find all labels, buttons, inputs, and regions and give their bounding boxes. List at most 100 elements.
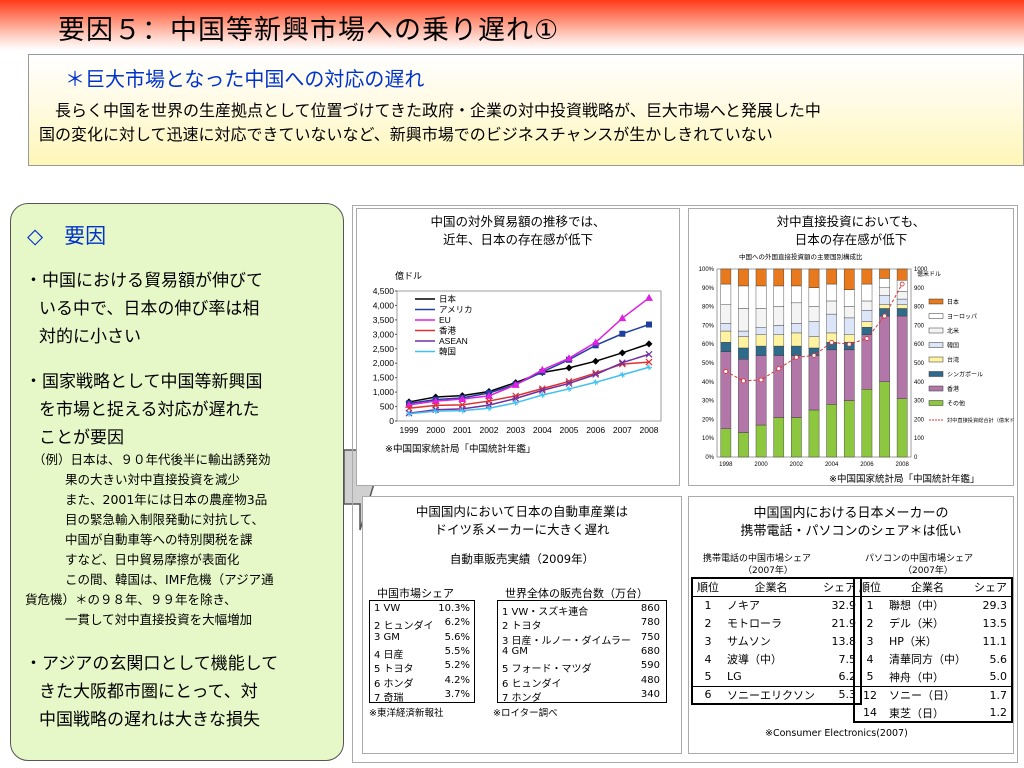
y-tick-label-left: 80% <box>702 305 715 311</box>
stack-bar-2 <box>720 342 732 352</box>
share-table: 順位 企業名 シェア 1 聯想（中） 29.3 2 デル（米） 13.5 3 HP（米） 11.1 4 清… <box>853 577 1013 723</box>
data-point <box>618 349 626 357</box>
table-row: 5 神舟（中） 5.0 <box>854 668 1012 686</box>
table-cell-value: 590 <box>640 660 660 672</box>
table-cell: 清華同方（中） <box>889 653 966 666</box>
stack-bar-1 <box>826 349 837 405</box>
stack-bar-0 <box>879 381 890 458</box>
total-point <box>864 336 870 341</box>
data-point-stroke <box>646 364 652 370</box>
series-line-1 <box>408 323 650 405</box>
y-tick-label-left: 50% <box>702 361 715 367</box>
factors-heading: ◇ 要因 <box>27 224 107 248</box>
stack-bar-6 <box>843 289 855 307</box>
table-cell-value: 860 <box>640 603 660 614</box>
legend-swatch <box>928 313 944 319</box>
stack-bar-7 <box>879 268 890 279</box>
stack-bar-5 <box>720 304 732 324</box>
stack-bar-0 <box>755 424 767 458</box>
legend-label: 韓国 <box>947 342 959 350</box>
stack-bar-1 <box>720 351 732 430</box>
table-cell: 13.5 <box>982 616 1008 630</box>
data-point <box>645 350 653 358</box>
table-cell-name: 6 ヒュンダイ <box>502 678 562 690</box>
data-point <box>406 410 412 417</box>
stack-bar-7 <box>808 268 820 288</box>
table-header-cell: 企業名 <box>885 578 970 597</box>
data-point <box>538 365 547 373</box>
table-row: 2 モトローラ 21.9 <box>692 614 861 632</box>
legend-swatch <box>928 356 944 363</box>
stack-bar-5 <box>861 300 873 311</box>
series-line-5 <box>408 366 650 415</box>
legend-label: ヨーロッパ <box>947 314 977 321</box>
table-cell: 13.8 <box>831 634 857 648</box>
data-point <box>645 293 653 301</box>
y-tick-label: 1,500 <box>373 373 395 383</box>
data-point-stroke <box>513 400 519 406</box>
table-row: 3 HP（米） 11.1 <box>854 632 1012 650</box>
table-row: 7 ホンダ 340 <box>502 688 660 704</box>
fdi-chart-panel: 対中直接投資においても、 日本の存在感が低下 中国への外国直接投資額の主要国別構… <box>688 208 1015 486</box>
table-cell: モトローラ <box>727 617 782 630</box>
legend-label: シンガポール <box>947 371 983 379</box>
total-point <box>882 313 887 319</box>
table-cell-value: 340 <box>640 688 660 700</box>
table-row: 2 トヨタ 780 <box>502 617 660 632</box>
table-cell-name: 3 日産・ルノー・ダイムラー <box>502 635 631 647</box>
data-point-stroke <box>486 405 492 411</box>
stack-bar-1 <box>879 315 890 383</box>
table-cell: 11.1 <box>982 634 1008 648</box>
table-row: 6 ソニーエリクソン 5.3 <box>692 686 861 704</box>
table-cell-name: 6 ホンダ <box>374 678 414 690</box>
table-cell: 4 <box>704 652 712 666</box>
table-cell: 2 <box>866 616 874 630</box>
table-cell-value: 3.7% <box>444 688 470 700</box>
factor-line: 対的に小さい <box>39 327 141 347</box>
table-cell: 波導（中） <box>727 653 782 666</box>
data-point-stroke <box>618 359 626 367</box>
total-point <box>811 353 817 358</box>
data-point <box>592 357 600 365</box>
stack-bar-3 <box>843 334 855 343</box>
table-cell-name: 5 トヨタ <box>374 664 414 676</box>
y-tick-label: 3,000 <box>373 329 395 339</box>
table-cell: 1.2 <box>989 706 1008 719</box>
stack-bar-3 <box>861 321 873 328</box>
series-line-2 <box>408 297 650 406</box>
stack-bar-4 <box>773 325 785 336</box>
x-tick-label: 2006 <box>586 425 605 435</box>
table-row: 1 VW 10.3% <box>374 603 470 617</box>
legend-label: 香港 <box>947 385 959 393</box>
data-point <box>592 371 600 378</box>
table-row: 6 ヒュンダイ 480 <box>502 675 660 690</box>
y-tick-label-left: 20% <box>702 417 715 423</box>
fdi-right-unit: 億米ドル <box>917 271 942 278</box>
x-tick-label: 2003 <box>506 425 525 435</box>
legend-label: 日本 <box>947 298 959 306</box>
y-tick-label: 1,000 <box>373 387 395 397</box>
table-row: 7 奇瑞 3.7% <box>374 688 470 704</box>
table-cell-value: 4.2% <box>444 674 470 686</box>
factors-box: ◇ 要因 ・中国における貿易額が伸びて いる中で、日本の伸び率は相 対的に小さい… <box>10 203 344 761</box>
data-point <box>512 395 520 402</box>
table-cell: 1 <box>866 598 874 612</box>
x-tick-label: 2006 <box>860 462 874 468</box>
table-row: 1 ノキア 32.9 <box>692 596 861 614</box>
table-cell: 4 <box>866 652 874 666</box>
table-row: 2 デル（米） 13.5 <box>854 614 1012 632</box>
table-cell: 29.3 <box>982 598 1008 612</box>
data-point <box>565 364 573 372</box>
example-line: 貨危機）＊の９８年、９９年を除き、 <box>25 592 237 607</box>
data-point-stroke <box>645 358 653 366</box>
table-cell: LG <box>727 670 742 684</box>
stack-bar-4 <box>861 310 873 322</box>
table-cell: 1 <box>704 598 712 612</box>
stack-bar-5 <box>808 306 820 322</box>
data-point <box>486 405 492 412</box>
stack-bar-7 <box>896 268 908 281</box>
summary-heading: ＊巨大市場となった中国への対応の遅れ <box>65 67 425 91</box>
pc-share-table: 順位 企業名 シェア 1 聯想（中） 29.3 2 デル（米） 13.5 3 HP（米） 11.1 4 清… <box>853 577 1013 723</box>
data-point-stroke <box>539 392 545 398</box>
y-tick-label-right: 700 <box>914 323 925 329</box>
